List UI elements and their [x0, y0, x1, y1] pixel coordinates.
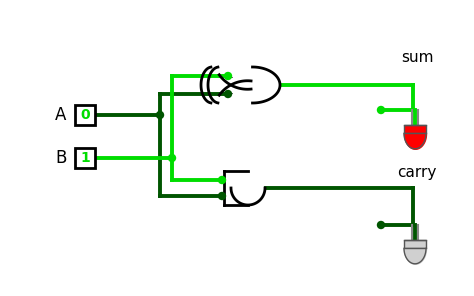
Bar [75, 105, 95, 125]
Circle shape [168, 155, 175, 162]
Bar [75, 148, 95, 168]
Circle shape [219, 192, 226, 200]
Bar [404, 240, 426, 248]
Circle shape [377, 221, 384, 229]
Text: sum: sum [401, 49, 433, 65]
Text: 0: 0 [80, 108, 90, 122]
Circle shape [219, 176, 226, 184]
Circle shape [225, 73, 231, 80]
Text: B: B [55, 149, 67, 167]
Text: carry: carry [397, 165, 437, 179]
Text: 1: 1 [80, 151, 90, 165]
Text: A: A [55, 106, 67, 124]
Circle shape [156, 112, 164, 118]
Circle shape [225, 91, 231, 97]
Circle shape [377, 107, 384, 113]
Bar [404, 125, 426, 133]
